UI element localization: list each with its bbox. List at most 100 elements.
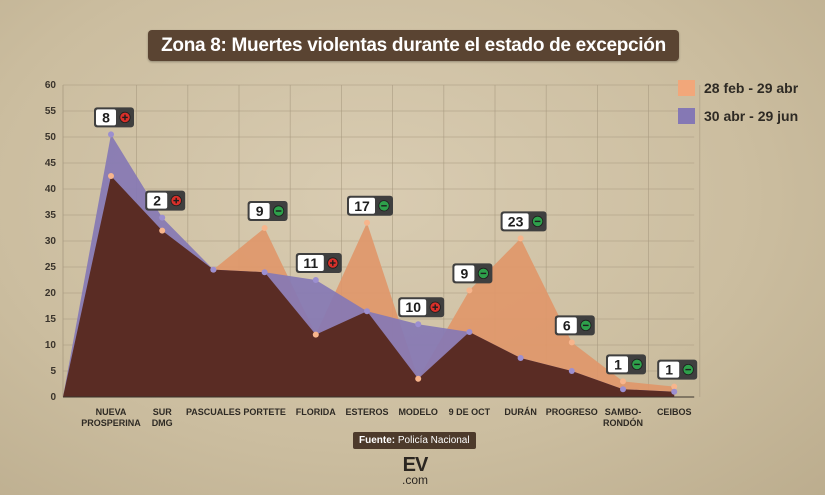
badge-value-box — [556, 317, 577, 334]
y-tick-label: 0 — [50, 392, 56, 403]
change-badge: 1 — [606, 354, 646, 375]
logo-domain: .com — [401, 473, 428, 487]
legend-item-period-2: 30 abr - 29 jun — [678, 108, 798, 124]
point-series-2 — [261, 269, 268, 276]
point-series-1 — [620, 378, 626, 385]
x-tick-label: FLORIDA — [296, 407, 336, 417]
x-tick-label: MODELO — [398, 407, 438, 417]
badge-value-box — [502, 213, 529, 230]
point-series-1 — [159, 227, 166, 234]
y-tick-label: 5 — [50, 366, 56, 377]
point-series-2 — [517, 355, 524, 361]
x-tick-label: DMG — [152, 418, 173, 428]
x-tick-label: RONDÓN — [603, 417, 643, 428]
point-series-2 — [568, 368, 575, 374]
x-tick-label: 9 DE OCT — [449, 407, 491, 417]
x-tick-label: SAMBO- — [605, 407, 642, 417]
legend-item-period-1: 28 feb - 29 abr — [678, 80, 798, 96]
badge-value-box — [400, 299, 427, 316]
x-tick-label: PORTETE — [243, 407, 286, 417]
badge-value-box — [147, 192, 168, 209]
y-tick-label: 10 — [45, 340, 57, 351]
badge-value-box — [297, 255, 324, 271]
point-series-2 — [159, 214, 166, 221]
change-badge: 17 — [347, 195, 393, 216]
legend-swatch-period-1 — [678, 80, 695, 96]
point-series-2 — [312, 277, 319, 283]
y-tick-label: 55 — [45, 106, 57, 117]
x-tick-label: SUR — [153, 407, 173, 417]
point-series-1 — [312, 331, 319, 338]
badge-value: 9 — [461, 265, 469, 281]
badge-value: 10 — [405, 299, 421, 315]
y-tick-label: 45 — [45, 158, 57, 169]
point-series-2 — [364, 308, 370, 315]
source-note: Fuente: Policía Nacional — [353, 432, 476, 449]
legend-label-period-2: 30 abr - 29 jun — [704, 108, 799, 124]
chart-title: Zona 8: Muertes violentas durante el est… — [161, 34, 666, 56]
badge-value: 6 — [563, 317, 571, 333]
change-badge: 23 — [500, 211, 547, 232]
change-badge: 8 — [94, 107, 134, 128]
point-series-2 — [671, 388, 678, 395]
change-badge: 11 — [295, 253, 342, 273]
point-series-1 — [671, 383, 678, 390]
y-tick-label: 60 — [45, 80, 57, 91]
change-badge: 10 — [398, 297, 445, 318]
point-series-1 — [261, 225, 268, 231]
area-overlap — [63, 176, 675, 397]
point-series-2 — [466, 329, 473, 335]
source-text: Policía Nacional — [397, 435, 470, 446]
x-tick-label: NUEVA — [96, 407, 127, 417]
point-series-1 — [108, 173, 114, 179]
y-tick-label: 20 — [45, 288, 57, 299]
y-tick-label: 40 — [45, 184, 57, 195]
point-series-2 — [108, 131, 114, 138]
badge-value: 1 — [665, 362, 673, 378]
badge-value: 17 — [354, 198, 370, 214]
x-tick-label: DURÁN — [504, 407, 537, 417]
point-series-1 — [466, 287, 473, 294]
legend-label-period-1: 28 feb - 29 abr — [704, 80, 799, 96]
source-label: Fuente: — [359, 435, 396, 446]
y-tick-label: 25 — [45, 262, 57, 273]
badge-value: 2 — [153, 193, 161, 209]
change-badge: 9 — [247, 201, 288, 221]
y-tick-label: 50 — [45, 132, 57, 143]
x-tick-label: PROSPERINA — [81, 418, 141, 428]
x-tick-label: ESTEROS — [345, 407, 388, 417]
point-series-1 — [364, 219, 370, 226]
change-badge: 1 — [657, 359, 698, 380]
change-badge: 6 — [554, 315, 595, 336]
ev-logo: EV .com — [395, 454, 435, 487]
badge-value: 23 — [508, 213, 524, 229]
point-series-1 — [415, 375, 422, 382]
point-series-2 — [620, 386, 626, 393]
badge-value-box — [608, 356, 628, 373]
badge-value-box — [659, 361, 680, 378]
legend-swatch-period-2 — [678, 108, 695, 124]
y-tick-label: 15 — [45, 314, 57, 325]
change-badge: 9 — [452, 263, 493, 284]
badge-value-box — [249, 203, 270, 219]
logo-mark: EV — [402, 454, 429, 476]
badge-value-box — [96, 109, 116, 126]
badge-value: 9 — [256, 203, 264, 219]
x-tick-label: PROGRESO — [546, 407, 598, 417]
y-tick-label: 30 — [45, 236, 57, 247]
chart-title-box: Zona 8: Muertes violentas durante el est… — [148, 30, 679, 61]
badge-value: 11 — [303, 255, 318, 271]
change-badge: 2 — [145, 190, 186, 211]
badge-value-box — [349, 197, 375, 214]
point-series-2 — [210, 266, 217, 273]
point-series-1 — [568, 339, 575, 346]
badge-value: 8 — [102, 109, 110, 125]
point-series-1 — [517, 235, 524, 242]
y-tick-label: 35 — [45, 210, 57, 221]
x-tick-label: CEIBOS — [657, 407, 692, 417]
x-tick-label: PASCUALES — [186, 407, 241, 417]
badge-value: 1 — [614, 356, 622, 372]
point-series-2 — [415, 321, 422, 328]
